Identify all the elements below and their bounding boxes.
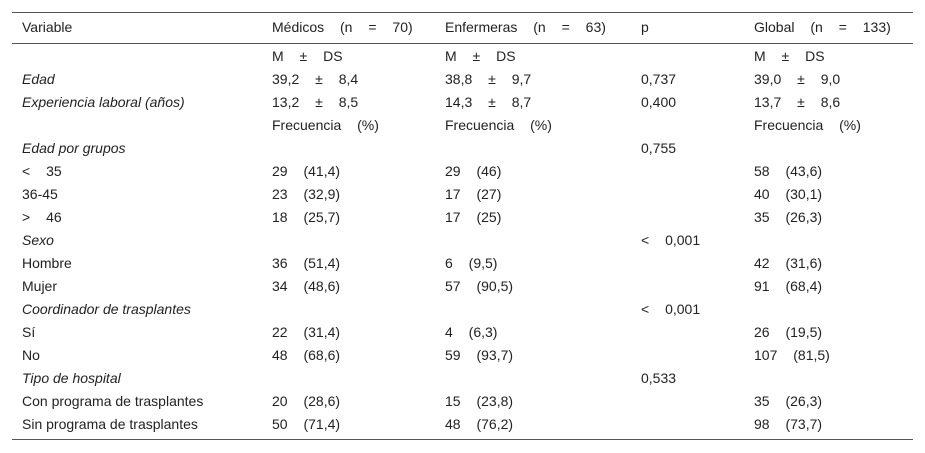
table-cell: 42 (31,6) <box>754 254 823 271</box>
header-cell: Enfermeras (n = 63) <box>445 19 606 35</box>
table-cell: 36-45 <box>22 185 58 202</box>
table-cell: 29 (46) <box>445 162 502 179</box>
table-cell: 57 (90,5) <box>445 277 514 294</box>
header-cell: Médicos (n = 70) <box>272 19 413 35</box>
table-cell: Edad <box>22 70 55 87</box>
table-cell: Mujer <box>22 277 58 294</box>
table-cell: 39,0 ± 9,0 <box>754 70 841 87</box>
table-cell: Con programa de trasplantes <box>22 392 204 409</box>
table-cell: 0,400 <box>641 93 677 110</box>
bottom-rule <box>12 439 913 440</box>
table-cell: 0,533 <box>641 369 677 386</box>
table-cell: Sexo <box>22 231 54 248</box>
table-cell: < 35 <box>22 162 62 179</box>
table-cell: Sí <box>22 323 36 340</box>
table-cell: 39,2 ± 8,4 <box>272 70 359 87</box>
table-cell: Tipo de hospital <box>22 369 121 386</box>
table-cell: 38,8 ± 9,7 <box>445 70 532 87</box>
table-cell: 36 (51,4) <box>272 254 341 271</box>
table-cell: 14,3 ± 8,7 <box>445 93 532 110</box>
table-cell: > 46 <box>22 208 62 225</box>
table-cell: 35 (26,3) <box>754 392 823 409</box>
table-cell: Hombre <box>22 254 72 271</box>
table-cell: 26 (19,5) <box>754 323 823 340</box>
table-cell: < 0,001 <box>641 231 701 248</box>
table-cell: Frecuencia (%) <box>272 116 379 133</box>
table-cell: No <box>22 346 40 363</box>
table-cell: 48 (76,2) <box>445 415 514 432</box>
table-cell: Edad por grupos <box>22 139 126 156</box>
table-cell: 13,7 ± 8,6 <box>754 93 841 110</box>
table-cell: Coordinador de trasplantes <box>22 300 191 317</box>
table-cell: 48 (68,6) <box>272 346 341 363</box>
table-cell: 58 (43,6) <box>754 162 823 179</box>
header-rule <box>12 43 913 44</box>
table-cell: Frecuencia (%) <box>754 116 861 133</box>
header-cell: Global (n = 133) <box>754 19 891 35</box>
table-cell: 107 (81,5) <box>754 346 830 363</box>
table-cell: 0,755 <box>641 139 677 156</box>
table-cell: 17 (25) <box>445 208 502 225</box>
table-cell: Experiencia laboral (años) <box>22 93 185 110</box>
header-cell: p <box>641 19 649 35</box>
table-cell: 34 (48,6) <box>272 277 341 294</box>
table-cell: 20 (28,6) <box>272 392 341 409</box>
table-cell: 17 (27) <box>445 185 502 202</box>
table-cell: 4 (6,3) <box>445 323 498 340</box>
table-cell: 23 (32,9) <box>272 185 341 202</box>
table-cell: M ± DS <box>272 47 343 64</box>
table-cell: 6 (9,5) <box>445 254 498 271</box>
top-rule <box>12 12 913 13</box>
table-cell: 98 (73,7) <box>754 415 823 432</box>
table-cell: 29 (41,4) <box>272 162 341 179</box>
table-cell: M ± DS <box>754 47 825 64</box>
table-cell: < 0,001 <box>641 300 701 317</box>
table-cell: 18 (25,7) <box>272 208 341 225</box>
table-cell: 40 (30,1) <box>754 185 823 202</box>
table-cell: 91 (68,4) <box>754 277 823 294</box>
header-cell: Variable <box>22 19 73 35</box>
table-cell: 59 (93,7) <box>445 346 514 363</box>
table-cell: 15 (23,8) <box>445 392 514 409</box>
table-cell: 22 (31,4) <box>272 323 341 340</box>
table-cell: 35 (26,3) <box>754 208 823 225</box>
table-cell: M ± DS <box>445 47 516 64</box>
table-cell: Sin programa de trasplantes <box>22 415 198 432</box>
table-cell: 0,737 <box>641 70 677 87</box>
table-cell: 50 (71,4) <box>272 415 341 432</box>
table-cell: 13,2 ± 8,5 <box>272 93 359 110</box>
table-cell: Frecuencia (%) <box>445 116 552 133</box>
